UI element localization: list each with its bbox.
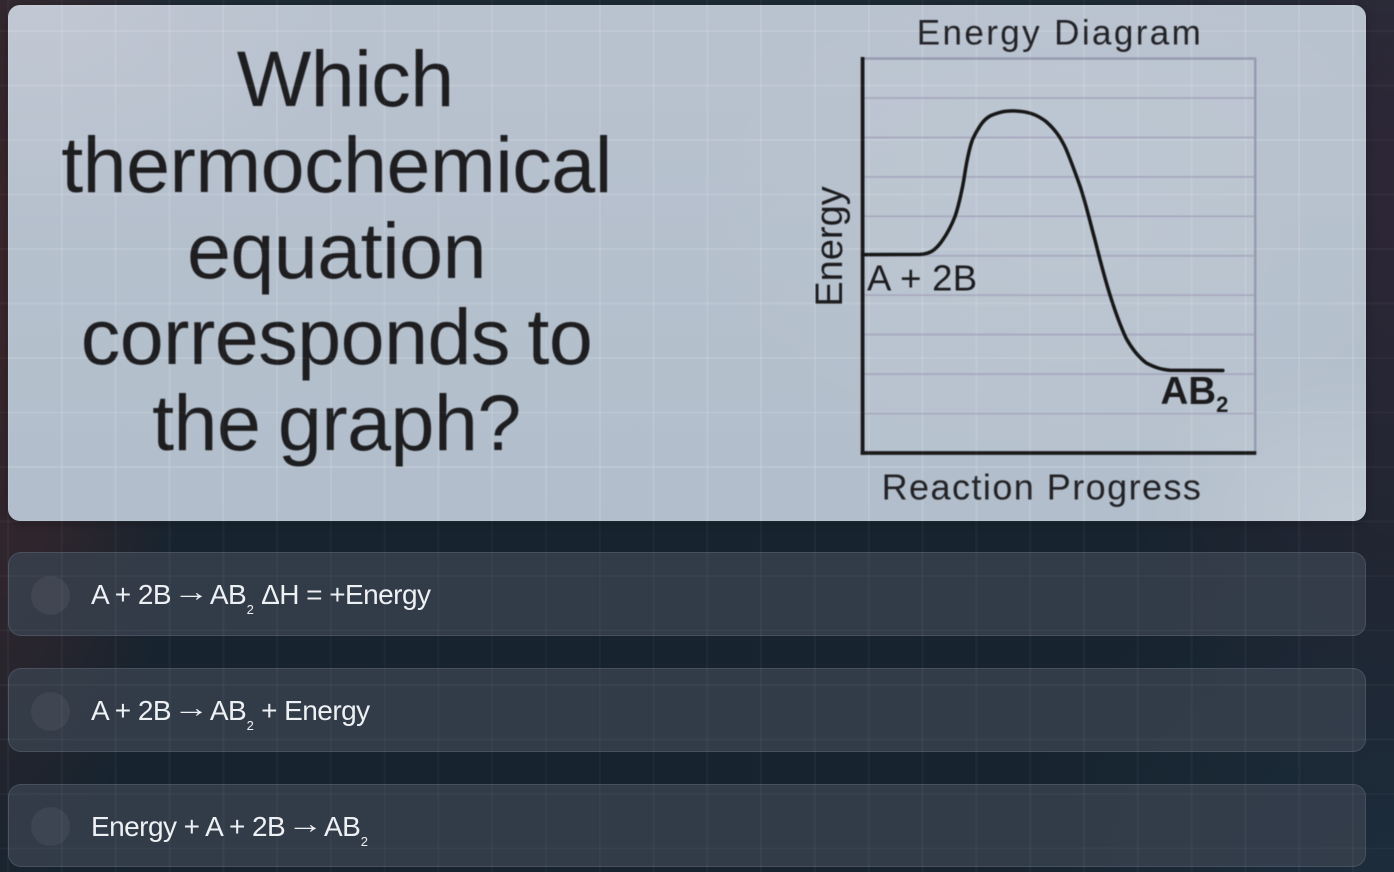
svg-text:Reaction Progress: Reaction Progress <box>882 466 1203 507</box>
svg-text:Energy Diagram: Energy Diagram <box>917 13 1203 52</box>
svg-text:A + 2B: A + 2B <box>867 258 977 299</box>
svg-text:Energy: Energy <box>809 186 851 306</box>
